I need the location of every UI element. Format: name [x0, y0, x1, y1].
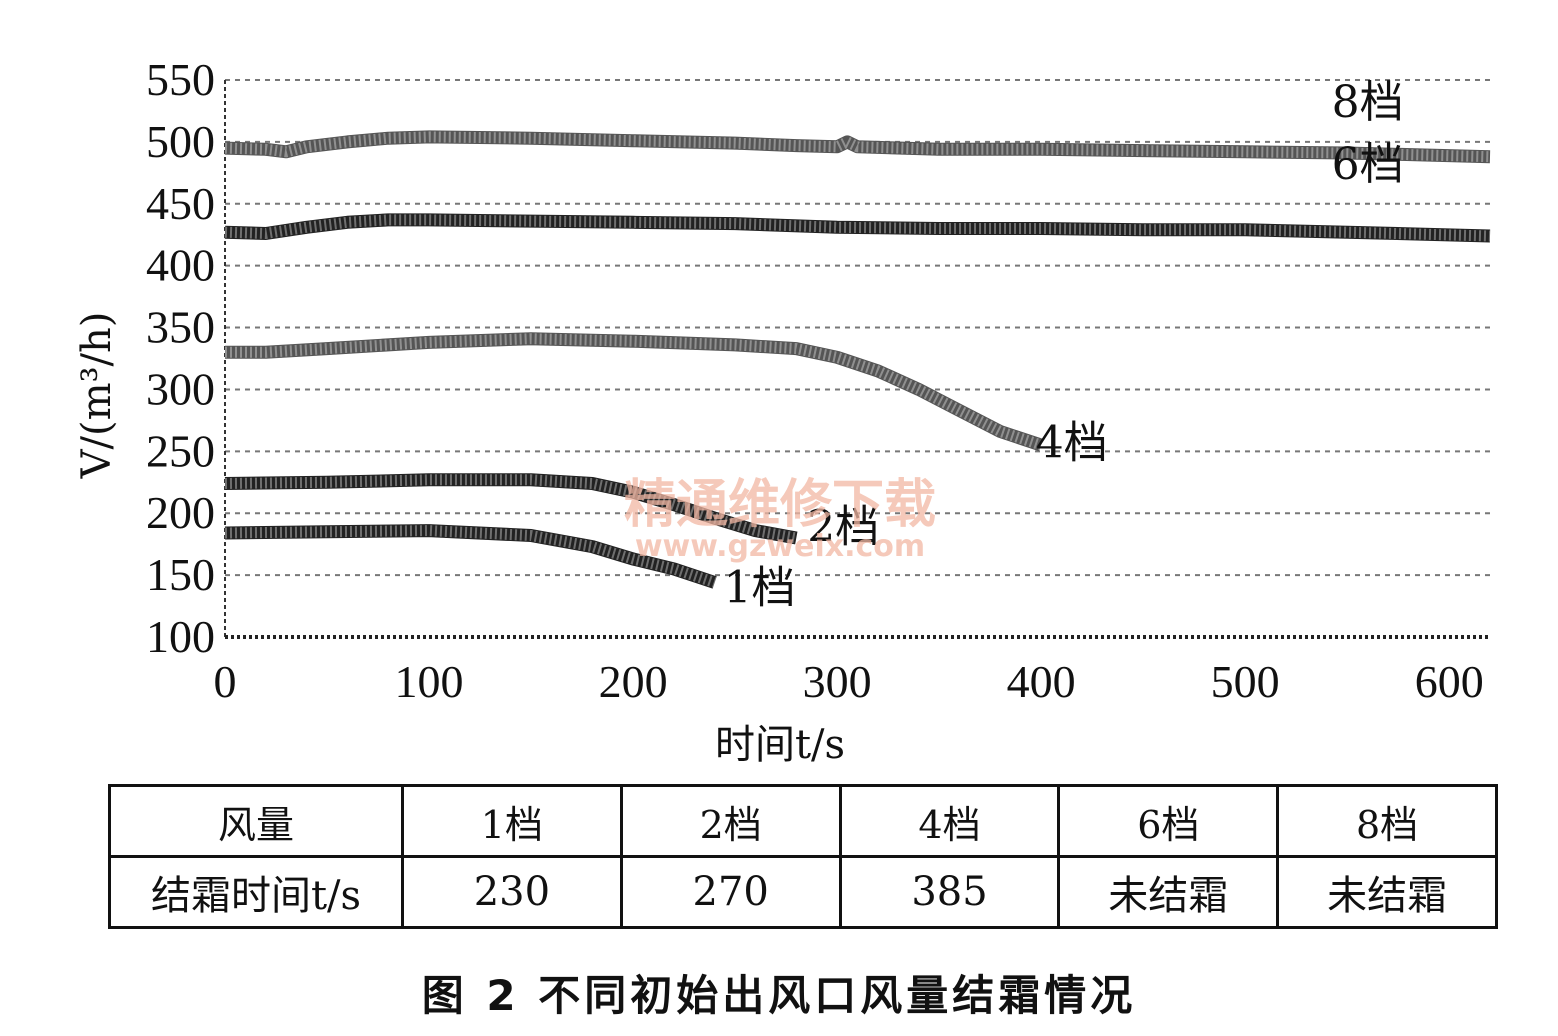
x-tick-labels: 0 100 200 300 400 500 600	[214, 656, 1484, 707]
axes	[224, 80, 1490, 639]
table-cell: 385	[838, 855, 1061, 929]
x-tick-label: 0	[214, 656, 237, 707]
table-cell: 230	[401, 855, 623, 929]
y-tick-label: 200	[146, 487, 215, 538]
series-line-texture	[225, 333, 1043, 451]
x-tick-label: 100	[395, 656, 464, 707]
series-label: 6档	[1332, 139, 1404, 190]
table-col-6: 6档	[1057, 784, 1280, 858]
series-lines	[224, 130, 1491, 589]
series-line-texture	[224, 525, 717, 588]
series-label: 1档	[724, 562, 796, 613]
series-line-texture	[224, 214, 1491, 242]
y-tick-labels: 100 150 200 250 300 350 400 450 500 550	[146, 54, 215, 662]
x-tick-label: 200	[599, 656, 668, 707]
y-tick-label: 150	[146, 549, 215, 600]
watermark-cn: 精通维修下载	[624, 475, 936, 535]
frost-time-table: 风量 1档 2档 4档 6档 8档 结霜时间t/s 230 270 385 未结…	[108, 784, 1498, 929]
table-row: 结霜时间t/s 230 270 385 未结霜 未结霜	[108, 855, 1498, 929]
series-label: 4档	[1036, 418, 1108, 469]
y-tick-label: 100	[146, 611, 215, 662]
y-tick-label: 500	[146, 116, 215, 167]
table-col-2: 2档	[619, 784, 842, 858]
table-col-1: 1档	[401, 784, 623, 858]
table-col-8: 8档	[1276, 784, 1498, 858]
x-tick-label: 600	[1415, 656, 1484, 707]
table-cell: 未结霜	[1276, 855, 1498, 929]
x-tick-label: 400	[1007, 656, 1076, 707]
series-line	[224, 473, 798, 545]
grid-lines	[225, 79, 1490, 577]
series-label: 2档	[807, 502, 879, 553]
x-tick-label: 300	[803, 656, 872, 707]
series-line-texture	[224, 474, 798, 544]
figure-caption: 图 2 不同初始出风口风量结霜情况	[421, 971, 1137, 1020]
y-tick-label: 550	[146, 54, 215, 105]
table-header-label: 风量	[108, 784, 404, 858]
y-tick-label: 250	[146, 425, 215, 476]
y-tick-label: 400	[146, 240, 215, 291]
series-line	[224, 213, 1491, 243]
y-tick-label: 450	[146, 178, 215, 229]
x-axis-title: 时间t/s	[715, 722, 845, 768]
table-row-label: 结霜时间t/s	[108, 855, 404, 929]
y-axis-title: V/(m³/h)	[74, 312, 120, 480]
x-tick-label: 500	[1211, 656, 1280, 707]
table-header-row: 风量 1档 2档 4档 6档 8档	[108, 784, 1498, 858]
table-cell: 270	[619, 855, 842, 929]
series-label: 8档	[1332, 77, 1404, 128]
series-line	[225, 332, 1044, 452]
series-line	[224, 524, 717, 589]
watermark-url: www.gzweix.com	[635, 529, 925, 564]
table-col-4: 4档	[838, 784, 1061, 858]
y-tick-label: 300	[146, 363, 215, 414]
y-tick-label: 350	[146, 302, 215, 353]
series-line	[224, 130, 1491, 164]
table-cell: 未结霜	[1057, 855, 1280, 929]
